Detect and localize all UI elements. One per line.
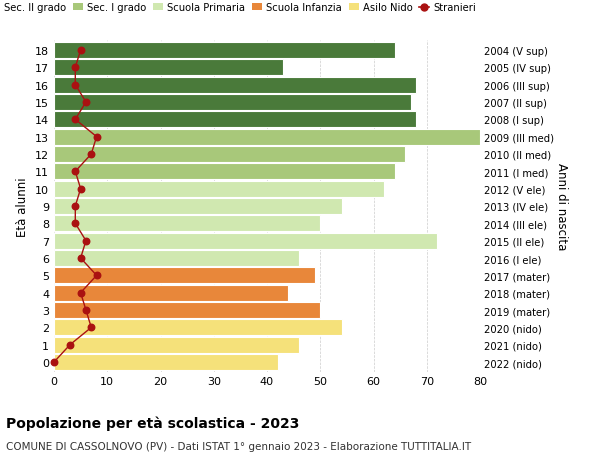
Y-axis label: Anni di nascita: Anni di nascita: [555, 163, 568, 250]
Bar: [54, 268, 315, 284]
Point: [65, 341, 75, 349]
Bar: [54, 251, 299, 266]
Point: [71, 168, 80, 176]
Point: [86, 151, 96, 158]
Bar: [54, 199, 341, 214]
Bar: [54, 302, 320, 319]
Point: [76, 255, 85, 262]
Bar: [54, 60, 283, 76]
Bar: [54, 43, 395, 59]
Bar: [54, 112, 416, 128]
Bar: [54, 354, 278, 370]
Point: [76, 289, 85, 297]
Point: [71, 203, 80, 210]
Point: [49, 358, 59, 366]
Bar: [54, 147, 406, 162]
Bar: [54, 233, 437, 249]
Bar: [54, 78, 416, 93]
Bar: [54, 95, 411, 111]
Text: COMUNE DI CASSOLNOVO (PV) - Dati ISTAT 1° gennaio 2023 - Elaborazione TUTTITALIA: COMUNE DI CASSOLNOVO (PV) - Dati ISTAT 1…: [6, 441, 471, 451]
Bar: [54, 181, 384, 197]
Point: [81, 99, 91, 106]
Text: Popolazione per età scolastica - 2023: Popolazione per età scolastica - 2023: [6, 415, 299, 430]
Point: [76, 47, 85, 55]
Bar: [54, 129, 480, 146]
Point: [81, 237, 91, 245]
Point: [86, 324, 96, 331]
Point: [81, 307, 91, 314]
Point: [71, 64, 80, 72]
Bar: [54, 285, 289, 301]
Bar: [54, 320, 341, 336]
Bar: [54, 337, 299, 353]
Point: [76, 185, 85, 193]
Point: [71, 220, 80, 228]
Point: [92, 272, 101, 280]
Bar: [54, 216, 320, 232]
Point: [92, 134, 101, 141]
Y-axis label: Età alunni: Età alunni: [16, 177, 29, 236]
Point: [71, 117, 80, 124]
Legend: Sec. II grado, Sec. I grado, Scuola Primaria, Scuola Infanzia, Asilo Nido, Stran: Sec. II grado, Sec. I grado, Scuola Prim…: [0, 3, 476, 13]
Bar: [54, 164, 395, 180]
Point: [71, 82, 80, 89]
